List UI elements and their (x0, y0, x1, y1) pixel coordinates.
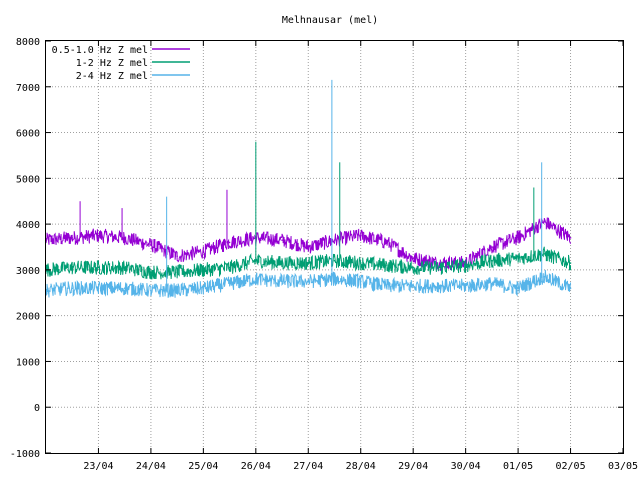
legend-label: 1-2 Hz Z mel (76, 58, 148, 69)
series-point (333, 278, 336, 280)
series-point (123, 287, 126, 290)
series-point (281, 239, 283, 241)
x-tick-label: 28/04 (346, 461, 376, 472)
series-point (386, 264, 388, 267)
x-tick-label: 02/05 (555, 461, 585, 472)
chart-title: Melhnausar (mel) (282, 15, 378, 26)
series-point (333, 259, 336, 262)
series-point (412, 257, 414, 260)
x-tick-label: 03/05 (608, 461, 638, 472)
y-tick-label: 4000 (16, 220, 40, 231)
series-point (386, 241, 388, 244)
series-point (438, 285, 441, 287)
series-line (45, 246, 571, 280)
series-point (412, 285, 414, 287)
x-tick-label: 30/04 (451, 461, 481, 472)
series-point (517, 257, 519, 260)
plot-frame (45, 40, 624, 454)
axes: 8000 7000 6000 5000 4000 3000 2000 1000 0 -1000 23… (10, 37, 638, 472)
y-tick-label: 0 (34, 403, 40, 414)
series-point (359, 280, 362, 283)
series-point (281, 280, 283, 283)
series-point (71, 237, 74, 239)
y-tick-label: 8000 (16, 37, 40, 48)
x-tick-label: 24/04 (136, 461, 166, 472)
series-point (71, 287, 74, 290)
series-point (491, 246, 493, 248)
series-point (491, 282, 493, 285)
x-tick-label: 01/05 (503, 461, 533, 472)
series-point (464, 264, 467, 267)
series-line (45, 269, 571, 298)
series-point (150, 271, 152, 273)
series-line (45, 217, 571, 272)
series-point (543, 275, 546, 278)
x-tick-label: 25/04 (188, 461, 218, 472)
legend-label: 2-4 Hz Z mel (76, 71, 148, 82)
grid (46, 41, 623, 453)
series-point (97, 234, 100, 237)
series-point (569, 287, 572, 290)
series-point (176, 255, 178, 257)
series-point (438, 266, 441, 269)
series-point (123, 237, 126, 239)
series-point (569, 237, 572, 239)
y-tick-label: 7000 (16, 83, 40, 94)
y-tick-label: 5000 (16, 174, 40, 185)
series-point (359, 234, 362, 237)
y-tick-label: 3000 (16, 266, 40, 277)
series-point (412, 266, 414, 269)
series-point (255, 278, 257, 280)
y-tick-label: -1000 (10, 449, 40, 460)
series-layer (45, 79, 572, 298)
series-point (202, 269, 205, 271)
series-point (543, 221, 546, 223)
x-tick-label: 27/04 (293, 461, 323, 472)
series-point (307, 246, 310, 248)
series-point (150, 289, 152, 292)
series-point (202, 250, 205, 253)
series-point (438, 262, 441, 264)
x-tick-label: 23/04 (83, 461, 113, 472)
series-point (123, 266, 126, 269)
series-point (150, 243, 152, 246)
series-point (228, 266, 231, 269)
legend-label: 0.5-1.0 Hz Z mel (52, 45, 148, 56)
series-point (333, 239, 336, 241)
series-point (228, 282, 231, 285)
series-point (228, 241, 231, 244)
legend: 0.5-1.0 Hz Z mel 1-2 Hz Z mel 2-4 Hz Z mel (52, 45, 190, 82)
series-point (307, 262, 310, 264)
series-point (517, 237, 519, 239)
series-point (386, 285, 388, 287)
y-tick-label: 2000 (16, 312, 40, 323)
series-point (202, 287, 205, 290)
series-point (543, 253, 546, 255)
series-point (71, 266, 74, 269)
series-point (97, 266, 100, 269)
x-tick-label: 29/04 (398, 461, 428, 472)
y-tick-label: 1000 (16, 357, 40, 368)
series-point (464, 285, 467, 287)
series-point (359, 262, 362, 264)
series-point (491, 259, 493, 262)
series-point (307, 280, 310, 283)
y-tick-label: 6000 (16, 129, 40, 140)
series-point (281, 262, 283, 264)
series-point (176, 271, 178, 273)
series-point (176, 289, 178, 292)
series-point (517, 287, 519, 290)
x-tick-label: 26/04 (241, 461, 271, 472)
series-point (97, 287, 100, 290)
series-point (569, 262, 572, 264)
